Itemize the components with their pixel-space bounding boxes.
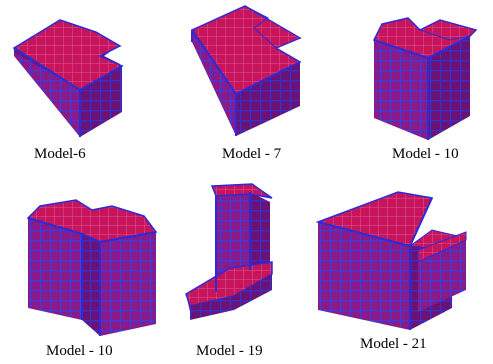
- caption-model-2: Model - 7: [222, 146, 282, 162]
- caption-model-5: Model - 19: [196, 343, 263, 359]
- building-model-4: [26, 199, 158, 336]
- building-model-2: [190, 5, 302, 136]
- building-model-3: [372, 17, 478, 140]
- building-model-6: [315, 191, 468, 330]
- building-model-1: [12, 19, 124, 137]
- caption-model-1: Model-6: [34, 146, 86, 162]
- caption-model-4: Model - 10: [46, 343, 113, 359]
- caption-model-3: Model - 10: [392, 146, 459, 162]
- caption-model-6: Model - 21: [360, 336, 427, 352]
- building-model-5: [185, 183, 273, 320]
